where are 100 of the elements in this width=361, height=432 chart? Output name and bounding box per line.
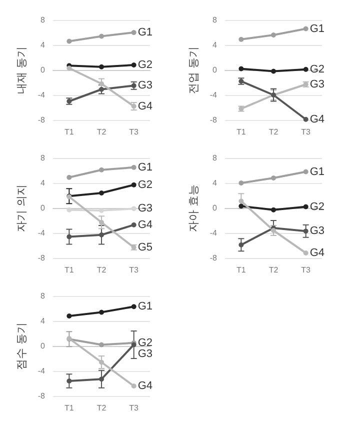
point <box>99 208 104 213</box>
point <box>66 207 72 212</box>
y-tick-label: 4 <box>40 316 46 326</box>
x-tick-label: T1 <box>64 128 74 136</box>
point <box>131 164 136 170</box>
point <box>303 26 308 32</box>
x-tick-label: T2 <box>268 266 279 274</box>
point <box>238 66 244 72</box>
y-tick-label: 0 <box>40 204 46 212</box>
y-tick-label: -4 <box>210 90 218 100</box>
point <box>66 66 72 71</box>
y-tick-label: 8 <box>212 154 218 162</box>
point <box>131 30 136 35</box>
x-tick-label: T1 <box>236 266 246 274</box>
point <box>66 174 72 180</box>
series-label: G1 <box>138 161 153 174</box>
point <box>271 228 276 233</box>
point <box>131 222 136 228</box>
y-axis-title: 점수 동기 <box>15 322 28 370</box>
point <box>131 384 136 388</box>
x-tick-label: T2 <box>268 128 279 136</box>
point <box>303 250 308 256</box>
y-tick-label: -4 <box>38 228 46 238</box>
y-tick-label: 4 <box>40 178 46 188</box>
point <box>66 234 72 240</box>
point <box>99 34 104 39</box>
point <box>99 376 104 382</box>
x-tick-label: T2 <box>96 404 107 412</box>
y-axis-title: 전업 동기 <box>187 46 200 94</box>
y-tick-label: 0 <box>212 204 218 212</box>
x-tick-label: T2 <box>96 266 107 274</box>
x-tick-label: T3 <box>129 266 140 274</box>
y-tick-label: -8 <box>38 116 46 124</box>
series-label: G3 <box>138 202 153 215</box>
series-label: G4 <box>138 380 153 392</box>
x-tick-label: T3 <box>301 128 312 136</box>
y-tick-label: 4 <box>40 40 46 50</box>
point <box>238 180 244 186</box>
series-label: G4 <box>138 218 153 231</box>
point <box>66 38 72 44</box>
x-tick-label: T2 <box>96 128 107 136</box>
y-tick-label: 0 <box>212 66 218 74</box>
y-tick-label: 4 <box>212 178 218 188</box>
y-tick-label: 8 <box>40 154 46 162</box>
series-label: G4 <box>138 100 153 112</box>
point <box>238 198 244 204</box>
series-label: G5 <box>138 241 153 254</box>
point <box>303 228 308 234</box>
point <box>99 360 104 365</box>
y-tick-label: -4 <box>38 366 46 376</box>
y-axis-title: 자아 효능 <box>187 184 200 232</box>
point <box>238 242 244 248</box>
series-label: G2 <box>138 336 153 349</box>
series-label: G1 <box>138 300 153 313</box>
y-tick-label: 4 <box>212 40 218 50</box>
y-tick-label: 0 <box>40 342 46 350</box>
x-tick-label: T1 <box>64 266 74 274</box>
point <box>131 62 136 68</box>
x-tick-label: T3 <box>129 404 140 412</box>
y-tick-label: 8 <box>212 16 218 24</box>
point <box>131 206 136 212</box>
x-tick-label: T3 <box>301 266 312 274</box>
series-label: G3 <box>138 348 153 360</box>
point <box>99 64 104 70</box>
point <box>66 314 72 318</box>
point <box>271 68 276 74</box>
x-tick-label: T3 <box>129 128 140 136</box>
y-tick-label: -8 <box>210 116 218 124</box>
y-axis-title: 자기 의지 <box>15 184 28 232</box>
series-label: G4 <box>310 247 325 259</box>
point <box>303 116 308 122</box>
y-tick-label: 8 <box>40 16 46 24</box>
x-tick-label: T1 <box>236 128 246 136</box>
y-tick-label: -4 <box>210 228 218 238</box>
point <box>99 167 104 172</box>
series-label: G3 <box>138 80 153 92</box>
y-tick-label: -8 <box>38 254 46 262</box>
point <box>66 378 72 384</box>
point <box>99 232 104 238</box>
series-label: G1 <box>310 22 325 35</box>
series-label: G3 <box>310 225 325 238</box>
series-label: G3 <box>310 78 325 90</box>
point <box>303 66 308 72</box>
point <box>131 182 136 188</box>
x-tick-label: T1 <box>64 404 74 412</box>
y-tick-label: 0 <box>40 66 46 74</box>
y-tick-label: 8 <box>40 292 46 300</box>
point <box>131 304 136 310</box>
series-label: G1 <box>310 166 325 178</box>
point <box>238 36 244 42</box>
y-tick-label: -4 <box>38 90 46 100</box>
series-label: G2 <box>138 178 153 191</box>
point <box>303 169 308 174</box>
series-label: G2 <box>310 63 325 76</box>
point <box>99 190 104 196</box>
point <box>271 207 276 212</box>
y-tick-label: -8 <box>38 392 46 400</box>
series-label: G2 <box>310 200 325 213</box>
point <box>303 204 308 210</box>
point <box>99 310 104 315</box>
